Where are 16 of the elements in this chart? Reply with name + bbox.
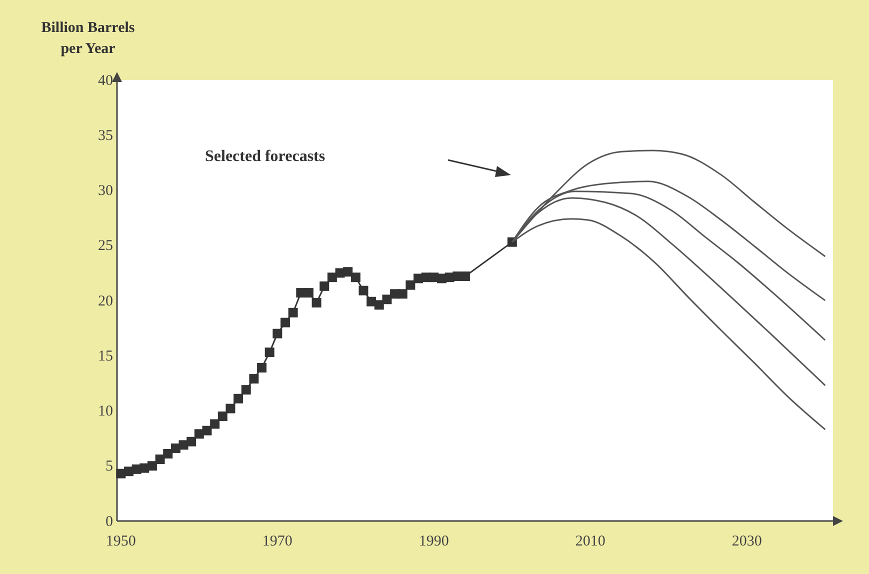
y-tick-label: 35 [98, 128, 113, 144]
y-tick-label: 25 [98, 238, 113, 254]
x-tick-label: 1990 [418, 534, 449, 550]
x-tick-label: 2010 [575, 534, 606, 550]
y-tick-label: 0 [106, 514, 113, 530]
y-tick-label: 20 [98, 293, 113, 310]
x-tick-label: 1950 [106, 534, 136, 550]
y-tick-label: 5 [106, 458, 113, 475]
y-axis-title: Billion Barrels per Year [41, 20, 135, 57]
y-tick-label: 40 [98, 72, 113, 89]
y-tick-label: 30 [98, 183, 113, 200]
y-tick-label: 15 [98, 348, 113, 364]
x-tick-label: 2030 [732, 534, 762, 550]
annotation: Selected forecasts [205, 148, 326, 165]
x-tick-label: 1970 [262, 534, 292, 550]
y-tick-label: 10 [98, 404, 113, 420]
